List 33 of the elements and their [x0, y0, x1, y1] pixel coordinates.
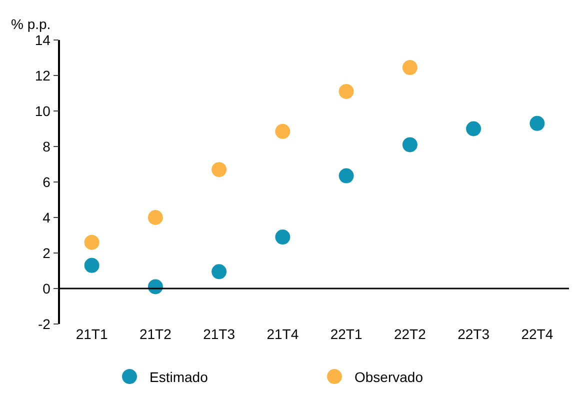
point: [402, 137, 418, 152]
point: [466, 121, 482, 136]
point: [212, 162, 227, 178]
point: [84, 258, 100, 273]
point: [338, 84, 354, 99]
x-tick-label: 22T3: [458, 326, 490, 342]
x-tick-label: 21T2: [139, 326, 172, 342]
point: [402, 60, 418, 76]
point: [275, 230, 290, 245]
point: [275, 124, 290, 139]
y-tick-label: 8: [42, 138, 51, 154]
point: [530, 116, 545, 131]
y-tick-label: 0: [42, 280, 51, 296]
x-tick-label: 22T1: [330, 326, 362, 342]
point: [84, 234, 100, 250]
y-tick-label: 6: [42, 174, 51, 190]
x-tick-label: 21T1: [76, 326, 108, 342]
y-axis-title: % p.p.: [11, 16, 51, 32]
y-tick-label: 14: [34, 32, 51, 48]
point: [148, 210, 163, 225]
x-tick-label: 22T4: [521, 326, 554, 342]
y-tick-label: 12: [34, 67, 51, 84]
x-tick-label: 21T3: [203, 326, 236, 342]
legend-label: Estimado: [150, 368, 208, 385]
point: [212, 264, 227, 280]
y-tick-label: 2: [42, 244, 51, 261]
y-tick-label: 4: [42, 209, 51, 226]
y-tick-label: 10: [34, 102, 51, 119]
x-tick-label: 22T2: [394, 326, 426, 342]
x-tick-label: 21T4: [266, 326, 299, 342]
y-tick-label: -2: [38, 316, 51, 332]
legend-label: Observado: [354, 368, 424, 385]
point: [338, 168, 354, 184]
